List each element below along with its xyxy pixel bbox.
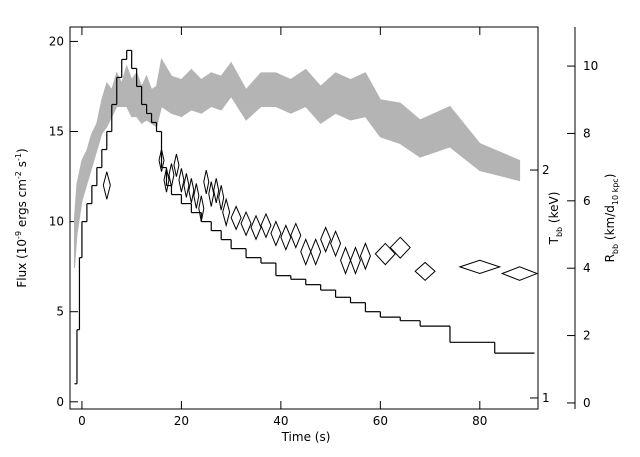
- temperature-diamond: [213, 178, 220, 203]
- y-axis-label-part: Flux (10: [15, 239, 29, 288]
- y-axis-label-part: -9: [14, 231, 23, 239]
- temperature-diamond: [270, 220, 282, 247]
- temperature-diamond: [158, 149, 165, 172]
- temperature-diamond: [183, 173, 190, 198]
- y3-axis-label-part: ): [603, 174, 617, 179]
- temperature-diamond: [198, 195, 205, 222]
- x-tick-label: 80: [472, 414, 487, 428]
- y2-axis-label-part: T: [547, 236, 561, 245]
- temperature-diamond: [260, 212, 272, 239]
- temperature-diamond: [168, 163, 175, 188]
- temperature-diamond: [290, 222, 302, 249]
- temperature-diamond: [188, 178, 195, 203]
- x-tick-label: 40: [273, 414, 288, 428]
- temperature-diamond: [359, 242, 371, 271]
- y-axis-label-part: ): [15, 148, 29, 153]
- temperature-diamond: [178, 168, 185, 193]
- temperature-diamond: [163, 168, 170, 193]
- x-tick-label: 60: [373, 414, 388, 428]
- plot-frame: [69, 26, 539, 410]
- temperature-diamond: [208, 181, 215, 207]
- temperature-diamond: [203, 169, 210, 195]
- y-tick-label: 15: [49, 125, 64, 139]
- temperature-diamond: [280, 224, 292, 251]
- temperature-diamond: [222, 197, 231, 228]
- temperature-diamond: [330, 229, 342, 258]
- temperature-diamond: [320, 226, 332, 254]
- temperature-diamond: [300, 237, 312, 267]
- temperature-diamond: [230, 205, 242, 231]
- y-tick-label: 0: [56, 395, 64, 409]
- y3-tick-label: 4: [583, 261, 591, 275]
- y-axis-label-part: -1: [14, 153, 23, 161]
- x-tick-label: 0: [78, 414, 86, 428]
- y-tick-label: 10: [49, 215, 64, 229]
- y3-tick-label: 10: [583, 59, 598, 73]
- y2-axis-label-part: (keV): [547, 192, 561, 227]
- y2-axis-label-part: bb: [555, 227, 564, 237]
- temperature-diamond: [193, 183, 200, 209]
- y3-axis-label-part: (km/d: [603, 205, 617, 244]
- temperature-diamond: [500, 266, 539, 281]
- y2-axis-label: Tbb (keV): [547, 192, 564, 246]
- temperature-diamond: [173, 153, 180, 177]
- y3-tick-label: 6: [583, 194, 591, 208]
- temperature-diamond: [340, 246, 352, 275]
- radius-band: [73, 57, 521, 269]
- y-axis-label-part: s: [15, 161, 29, 171]
- y3-axis-label-part: bb: [611, 244, 620, 254]
- temperature-diamond: [218, 185, 225, 211]
- temperature-diamond: [349, 246, 361, 275]
- temperature-diamond: [414, 261, 436, 282]
- y3-axis-label-part: 10 kpc: [611, 178, 620, 205]
- temperature-diamond: [374, 242, 396, 266]
- temperature-diamond: [458, 259, 502, 275]
- y-tick-label: 5: [56, 305, 64, 319]
- x-axis-label: Time (s): [281, 430, 331, 444]
- y-axis-label-part: ergs cm: [15, 179, 29, 231]
- temperature-diamond: [389, 236, 411, 259]
- y-axis-label-part: -2: [14, 171, 23, 179]
- temperature-diamond: [240, 210, 252, 237]
- y-tick-label: 20: [49, 34, 64, 48]
- y3-tick-label: 8: [583, 126, 591, 140]
- y3-axis-label-part: R: [603, 254, 617, 262]
- temperature-diamond: [310, 237, 322, 267]
- y-axis-label: Flux (10-9 ergs cm-2 s-1): [14, 148, 29, 287]
- y2-tick-label: 2: [542, 163, 550, 177]
- y3-axis-label: Rbb (km/d10 kpc): [603, 174, 620, 263]
- y3-tick-label: 0: [583, 396, 591, 410]
- temperature-diamond: [102, 171, 111, 200]
- temperature-diamond: [250, 214, 262, 241]
- y3-tick-label: 2: [583, 329, 591, 343]
- y2-tick-label: 1: [542, 391, 550, 405]
- x-tick-label: 20: [174, 414, 189, 428]
